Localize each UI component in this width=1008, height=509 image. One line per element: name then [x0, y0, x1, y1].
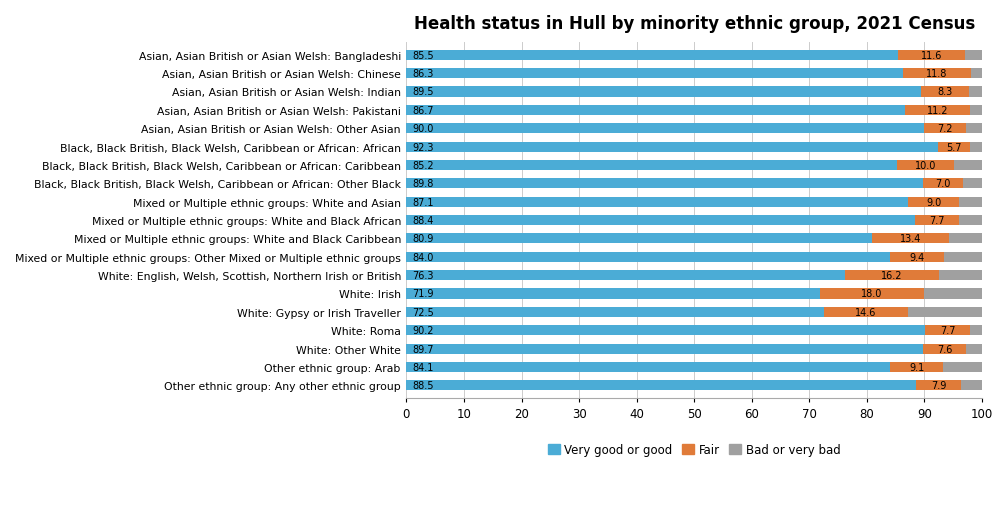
Bar: [406, 69, 903, 79]
Bar: [942, 362, 982, 372]
Text: 90.2: 90.2: [412, 326, 433, 335]
Bar: [962, 381, 982, 390]
Bar: [406, 142, 937, 152]
Bar: [897, 160, 955, 171]
Text: 89.7: 89.7: [412, 344, 433, 354]
Text: 86.7: 86.7: [412, 106, 433, 116]
Bar: [406, 160, 897, 171]
Bar: [970, 105, 982, 116]
Text: 84.1: 84.1: [412, 362, 433, 372]
Text: 7.2: 7.2: [937, 124, 953, 134]
Title: Health status in Hull by minority ethnic group, 2021 Census: Health status in Hull by minority ethnic…: [413, 15, 975, 33]
Bar: [406, 124, 924, 134]
Text: 9.4: 9.4: [909, 252, 924, 262]
Text: 88.5: 88.5: [412, 381, 433, 390]
Bar: [922, 344, 967, 354]
Text: 10.0: 10.0: [915, 161, 936, 171]
Text: 11.6: 11.6: [921, 50, 942, 61]
Bar: [915, 215, 960, 225]
Text: 13.4: 13.4: [900, 234, 921, 244]
Bar: [406, 289, 821, 299]
Bar: [406, 252, 890, 262]
Text: 85.5: 85.5: [412, 50, 433, 61]
Text: 90.0: 90.0: [412, 124, 433, 134]
Text: 9.1: 9.1: [909, 362, 924, 372]
Text: 7.6: 7.6: [936, 344, 953, 354]
Bar: [821, 289, 923, 299]
Text: 89.8: 89.8: [412, 179, 433, 189]
Bar: [846, 270, 938, 280]
Bar: [960, 215, 982, 225]
Text: 11.8: 11.8: [926, 69, 948, 79]
Bar: [923, 289, 982, 299]
Text: 87.1: 87.1: [412, 197, 433, 207]
Bar: [406, 50, 898, 61]
Text: 84.0: 84.0: [412, 252, 433, 262]
Bar: [950, 234, 982, 244]
Text: 7.7: 7.7: [939, 326, 956, 335]
Text: 80.9: 80.9: [412, 234, 433, 244]
Text: 9.0: 9.0: [926, 197, 941, 207]
Bar: [903, 69, 971, 79]
Bar: [890, 252, 943, 262]
Bar: [905, 105, 970, 116]
Bar: [907, 307, 982, 317]
Bar: [971, 69, 982, 79]
Text: 71.9: 71.9: [412, 289, 433, 299]
Text: 92.3: 92.3: [412, 143, 433, 152]
Text: 7.9: 7.9: [930, 381, 947, 390]
Bar: [967, 344, 982, 354]
Bar: [890, 362, 942, 372]
Bar: [923, 179, 964, 189]
Bar: [406, 197, 907, 207]
Bar: [960, 197, 982, 207]
Bar: [824, 307, 907, 317]
Text: 16.2: 16.2: [881, 271, 903, 280]
Text: 88.4: 88.4: [412, 216, 433, 225]
Bar: [955, 160, 982, 171]
Bar: [966, 50, 982, 61]
Text: 7.0: 7.0: [935, 179, 951, 189]
Bar: [406, 307, 824, 317]
Bar: [907, 197, 960, 207]
Text: 72.5: 72.5: [412, 307, 433, 317]
Text: 7.7: 7.7: [929, 216, 946, 225]
Bar: [406, 270, 846, 280]
Bar: [898, 50, 966, 61]
Bar: [924, 124, 966, 134]
Bar: [406, 344, 922, 354]
Bar: [943, 252, 982, 262]
Bar: [964, 179, 982, 189]
Bar: [406, 215, 915, 225]
Bar: [406, 105, 905, 116]
Bar: [406, 234, 872, 244]
Bar: [970, 87, 982, 97]
Text: 76.3: 76.3: [412, 271, 433, 280]
Bar: [406, 362, 890, 372]
Bar: [938, 270, 982, 280]
Text: 18.0: 18.0: [861, 289, 883, 299]
Text: 85.2: 85.2: [412, 161, 433, 171]
Bar: [937, 142, 971, 152]
Bar: [966, 124, 982, 134]
Bar: [921, 87, 970, 97]
Text: 11.2: 11.2: [926, 106, 949, 116]
Bar: [406, 326, 925, 335]
Text: 8.3: 8.3: [937, 88, 953, 97]
Legend: Very good or good, Fair, Bad or very bad: Very good or good, Fair, Bad or very bad: [544, 440, 844, 460]
Text: 14.6: 14.6: [855, 307, 876, 317]
Bar: [925, 326, 970, 335]
Text: 89.5: 89.5: [412, 88, 433, 97]
Bar: [406, 381, 915, 390]
Text: 86.3: 86.3: [412, 69, 433, 79]
Bar: [406, 179, 923, 189]
Bar: [970, 326, 982, 335]
Bar: [915, 381, 962, 390]
Bar: [406, 87, 921, 97]
Bar: [872, 234, 950, 244]
Text: 5.7: 5.7: [947, 143, 962, 152]
Bar: [971, 142, 982, 152]
